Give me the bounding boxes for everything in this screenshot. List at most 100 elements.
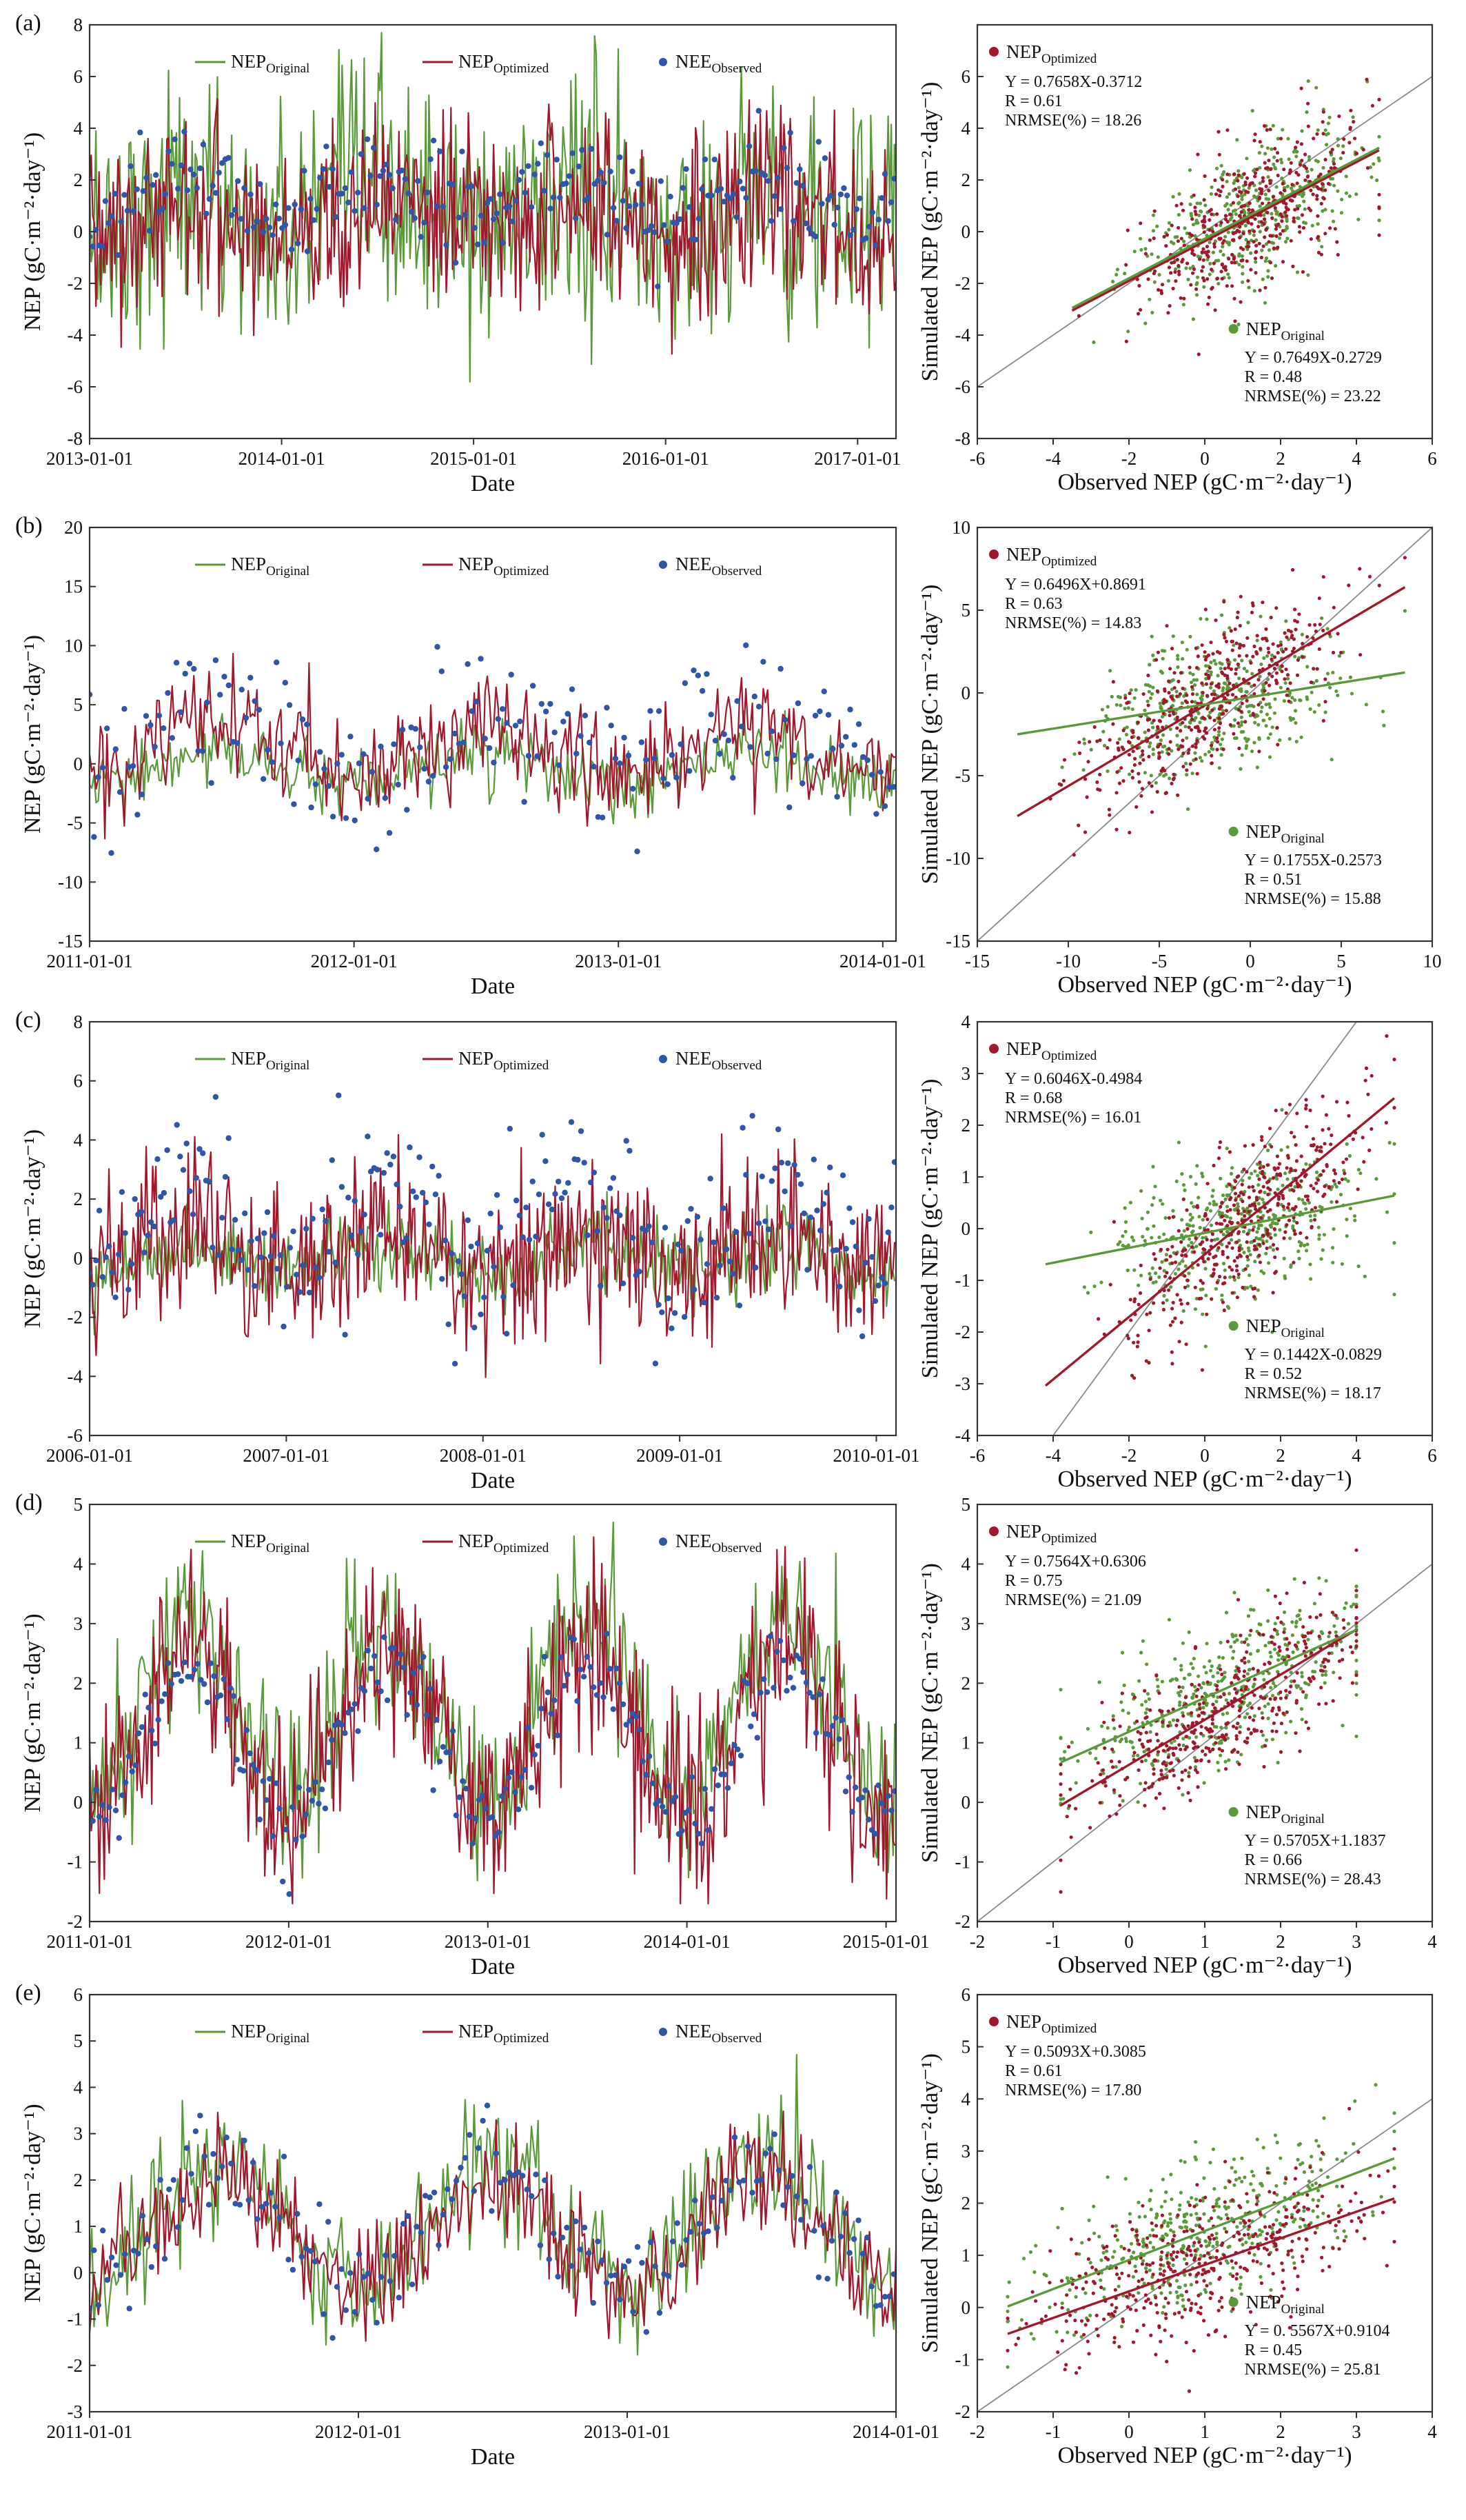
scatter-point	[1141, 692, 1146, 696]
scatter-point	[1099, 1773, 1103, 1777]
observed-point	[206, 196, 213, 202]
scatter-point	[1274, 671, 1279, 675]
scatter-point	[1059, 1793, 1063, 1797]
scatter-point	[1160, 1680, 1164, 1684]
observed-point	[173, 660, 180, 666]
observed-point	[241, 2137, 247, 2144]
observed-point	[842, 1788, 849, 1795]
observed-point	[541, 188, 547, 194]
scatter-point	[1140, 787, 1144, 791]
observed-point	[785, 1160, 791, 1167]
observed-point	[743, 1171, 749, 1178]
scatter-point	[1331, 1260, 1335, 1264]
scatter-point	[1305, 170, 1310, 174]
scatter-point	[1139, 1651, 1143, 1655]
scatter-point	[1187, 1774, 1191, 1778]
observed-point	[386, 829, 393, 836]
observed-point	[740, 2177, 747, 2184]
scatter-point	[1170, 1261, 1174, 1265]
observed-point	[803, 1680, 810, 1686]
scatter-point	[1307, 154, 1312, 159]
observed-point	[332, 1260, 338, 1266]
scatter-point	[1325, 1162, 1329, 1167]
scatter-point	[1370, 103, 1374, 108]
scatter-point	[1354, 1633, 1358, 1637]
scatter-point	[1288, 681, 1292, 685]
scatter-point	[1200, 1368, 1204, 1372]
scatter-point	[1186, 1791, 1190, 1795]
scatter-point	[1076, 1759, 1080, 1763]
observed-point	[453, 1812, 460, 1819]
scatter-point	[1227, 276, 1231, 280]
observed-point	[389, 185, 396, 192]
observed-point	[577, 2246, 583, 2252]
scatter-point	[1260, 1171, 1265, 1176]
observed-point	[617, 1212, 623, 1218]
scatter-point	[1232, 1186, 1236, 1190]
scatter-point	[1185, 693, 1189, 697]
scatter-point	[1291, 1207, 1295, 1211]
observed-point	[427, 1686, 434, 1692]
observed-point	[888, 199, 895, 205]
observed-point	[556, 1178, 562, 1185]
scatter-point	[1287, 1655, 1291, 1659]
scatter-point	[1289, 161, 1293, 165]
scatter-point	[1177, 1693, 1181, 1697]
scatter-point	[1237, 214, 1241, 218]
observed-point	[656, 1797, 662, 1804]
scatter-point	[1133, 1297, 1137, 1301]
observed-point	[96, 1207, 103, 1214]
scatter-point	[1247, 285, 1251, 290]
observed-point	[647, 708, 653, 714]
scatter-point	[1272, 1647, 1277, 1651]
scatter-point	[1230, 693, 1235, 697]
scatter-point	[1143, 708, 1147, 712]
scatter-point	[1112, 1788, 1116, 1792]
scatter-point	[1171, 1209, 1175, 1213]
observed-point	[261, 776, 267, 783]
scatter-point	[1296, 2157, 1300, 2161]
observed-point	[267, 1775, 273, 1782]
scatter-point	[1336, 137, 1340, 141]
scatter-point	[1205, 1238, 1209, 1242]
scatter-point	[1059, 1772, 1063, 1776]
scatter-point	[1215, 276, 1219, 281]
scatter-point	[1274, 227, 1278, 231]
observed-point	[526, 1236, 533, 1243]
scatter-point	[1125, 701, 1129, 705]
observed-point	[695, 215, 702, 222]
legend-original-label: NEPOriginal	[231, 2021, 309, 2046]
scatter-point	[1248, 704, 1252, 708]
scatter-point	[1228, 1208, 1232, 1212]
scatter-point	[1170, 687, 1174, 692]
scatter-point	[1242, 1674, 1246, 1678]
observed-point	[427, 2194, 433, 2201]
scatter-point	[1147, 780, 1151, 785]
observed-point	[269, 1833, 276, 1839]
scatter-point	[1210, 692, 1214, 696]
scatter-point	[1266, 197, 1271, 201]
scatter-point	[1232, 1259, 1236, 1263]
y-tick-label: 0	[961, 221, 971, 242]
scatter-point	[1161, 774, 1166, 778]
scatter-point	[1302, 1580, 1306, 1584]
scatter-point	[1316, 250, 1321, 254]
scatter-point	[1249, 181, 1253, 185]
scatter-point	[1177, 1685, 1181, 1689]
scatter-point	[1330, 148, 1334, 152]
observed-point	[851, 226, 857, 233]
scatter-point	[1225, 674, 1230, 678]
observed-point	[449, 1728, 456, 1734]
observed-point	[227, 1685, 234, 1691]
scatter-point	[1236, 1211, 1241, 1216]
scatter-point	[1181, 303, 1185, 307]
scatter-point	[1221, 1712, 1225, 1716]
scatter-point	[1216, 1695, 1220, 1700]
scatter-point	[1164, 2190, 1168, 2195]
scatter-point	[1298, 163, 1303, 167]
observed-point	[400, 2221, 407, 2227]
observed-point	[228, 212, 235, 219]
scatter-point	[1250, 109, 1254, 113]
scatter-point	[1194, 1236, 1198, 1240]
stats-original-marker	[1228, 324, 1239, 334]
